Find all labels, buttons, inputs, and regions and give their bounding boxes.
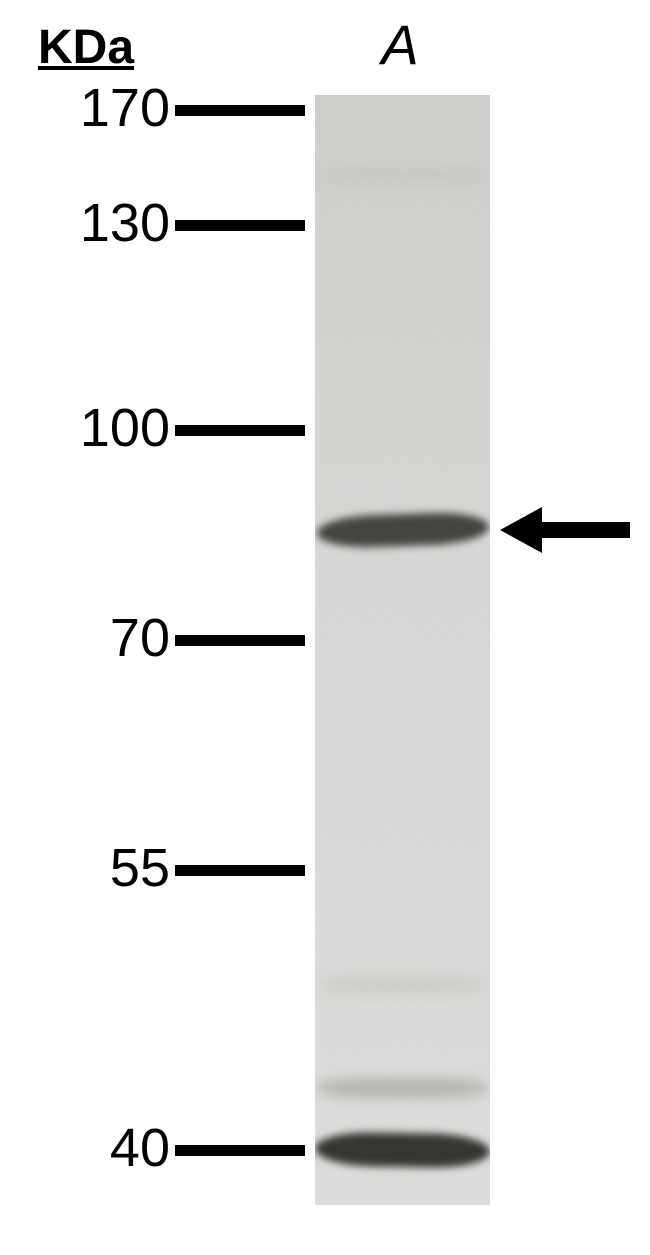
mw-marker-tick (175, 865, 305, 876)
lane-label: A (370, 12, 430, 77)
mw-marker-label: 170 (20, 77, 170, 139)
mw-marker-label: 70 (20, 607, 170, 669)
western-blot-figure: KDa A 170 130 100 70 55 40 (0, 0, 650, 1255)
mw-marker-tick (175, 105, 305, 116)
mw-marker-label: 130 (20, 192, 170, 254)
mw-marker-label: 55 (20, 837, 170, 899)
protein-band (315, 1078, 490, 1098)
mw-marker-tick (175, 635, 305, 646)
blot-lane (315, 95, 490, 1205)
arrow-shaft (542, 522, 630, 538)
mw-marker-tick (175, 1145, 305, 1156)
mw-marker-label: 40 (20, 1117, 170, 1179)
protein-band (315, 169, 490, 183)
target-band-arrow (500, 507, 630, 553)
protein-band (315, 977, 490, 993)
mw-marker-tick (175, 220, 305, 231)
mw-marker-tick (175, 425, 305, 436)
arrow-head-icon (500, 507, 542, 553)
mw-marker-label: 100 (20, 397, 170, 459)
protein-band (317, 511, 489, 549)
unit-label: KDa (38, 20, 134, 75)
protein-band (315, 1131, 490, 1168)
